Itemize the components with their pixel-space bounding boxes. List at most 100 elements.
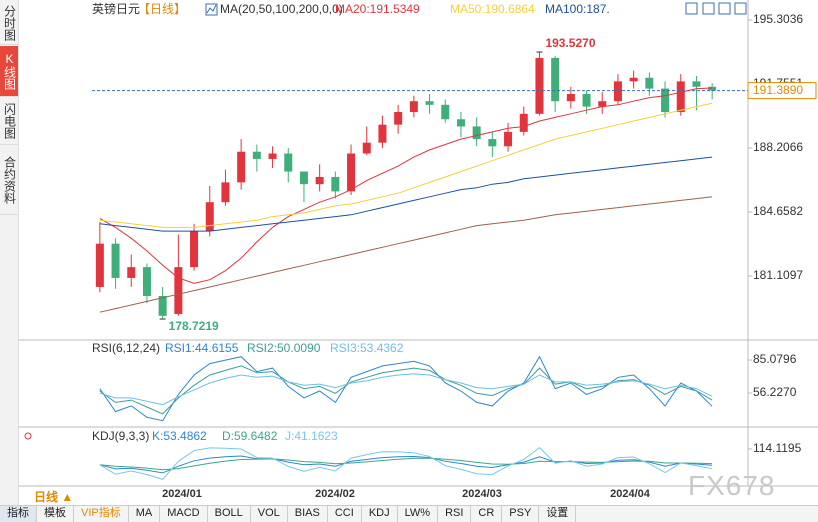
candle-body	[221, 182, 230, 203]
candle-body	[315, 176, 324, 185]
candle-body	[676, 81, 685, 113]
candle-body	[111, 243, 120, 278]
candle-body	[268, 153, 277, 159]
candle-body	[566, 93, 575, 102]
series-line	[99, 355, 713, 422]
x-tick-label: 2024/04	[610, 488, 651, 500]
series-line	[99, 446, 713, 480]
candle-body	[551, 57, 560, 102]
toolbar: 指标 模板 VIP指标 MA MACD BOLL VOL BIAS CCI KDJ LW% RSI CR…	[0, 505, 818, 522]
sidebar: 分时图 K线图 闪电图 合约资料	[0, 0, 19, 505]
icon[interactable]	[718, 2, 731, 15]
candle-body	[535, 57, 544, 114]
candle-body	[645, 77, 654, 89]
candle-body	[613, 81, 622, 102]
candle-body	[409, 101, 418, 113]
legend-entry: RSI1:44.6155	[165, 341, 239, 355]
tab[interactable]: 合约资料	[0, 146, 18, 215]
toolbar-button[interactable]: VOL	[251, 506, 288, 522]
candle-body	[362, 142, 371, 154]
candle-body	[95, 243, 104, 287]
candle-body	[299, 171, 308, 185]
annotation: 193.5270	[545, 36, 595, 50]
legend-entry: K:53.4862	[152, 429, 207, 443]
toolbar-button[interactable]: CR	[471, 506, 503, 522]
annotation: 178.7219	[169, 319, 219, 333]
toolbar-button[interactable]: BIAS	[288, 506, 328, 522]
y-tick-label: 85.0796	[753, 352, 797, 366]
candle-body	[519, 113, 528, 132]
period-label: 【日线】	[138, 2, 186, 16]
current-price-label: 191.3890	[753, 83, 803, 97]
icon[interactable]	[734, 2, 747, 15]
ma-icon[interactable]	[205, 3, 218, 16]
current-price-box	[747, 82, 817, 100]
candle-body	[472, 126, 481, 140]
toolbar-button[interactable]: PSY	[502, 506, 540, 522]
y-tick-label: 56.2270	[753, 385, 797, 399]
panel-title: KDJ(9,3,3)	[92, 429, 149, 443]
settings-icon[interactable]	[24, 432, 32, 440]
toolbar-button[interactable]: 指标	[0, 506, 37, 522]
legend-entry: MA20:191.5349	[335, 2, 420, 16]
series-line	[99, 87, 713, 284]
ma-label: MA(20,50,100,200,0,0)	[220, 2, 343, 16]
y-tick-label: 195.3036	[753, 12, 803, 26]
candle-body	[708, 86, 717, 91]
candle-body	[347, 153, 356, 192]
candle-body	[127, 267, 136, 278]
tab[interactable]: K线图	[0, 46, 18, 97]
y-tick-label: 188.2066	[753, 140, 803, 154]
series-line	[99, 457, 713, 471]
toolbar-button[interactable]: LW%	[398, 506, 439, 522]
panel-title: RSI(6,12,24)	[92, 341, 160, 355]
legend-entry: MA100:187.	[545, 2, 610, 16]
chart-title: 英镑日元	[92, 1, 140, 16]
candle-body	[174, 267, 183, 315]
series-line	[99, 196, 713, 313]
candle-body	[504, 131, 513, 147]
legend-entry: D:59.6482	[222, 429, 278, 443]
toolbar-button[interactable]: KDJ	[362, 506, 398, 522]
ma-icon	[206, 4, 217, 14]
y-tick-label: 181.1097	[753, 268, 803, 282]
x-tick-label: 2024/01	[162, 488, 202, 500]
series-line	[99, 156, 713, 232]
period-selector[interactable]: 日线 ▲	[34, 490, 74, 504]
toolbar-button[interactable]: MA	[129, 506, 161, 522]
candle-body	[252, 151, 261, 159]
chart: 英镑日元 【日线】 MA(20,50,100,200,0,0) RSI(6,12…	[19, 0, 818, 500]
candle-body	[158, 295, 167, 316]
toolbar-button[interactable]: CCI	[328, 506, 362, 522]
candle-body	[205, 202, 214, 232]
x-tick-label: 2024/02	[315, 488, 355, 500]
icon[interactable]	[685, 2, 698, 15]
icon[interactable]	[702, 2, 715, 15]
candle-body	[629, 77, 638, 82]
tab[interactable]: 闪电图	[0, 98, 18, 145]
legend-entry: RSI2:50.0090	[247, 341, 321, 355]
watermark: FX678	[688, 470, 776, 501]
series-line	[99, 365, 713, 415]
candle-body	[692, 81, 701, 87]
candle-body	[582, 93, 591, 107]
toolbar-button[interactable]: MACD	[160, 506, 208, 522]
toolbar-button[interactable]: 设置	[539, 506, 577, 522]
toolbar-button[interactable]: BOLL	[208, 506, 251, 522]
candle-body	[488, 139, 497, 147]
toolbar-button[interactable]: VIP指标	[74, 506, 129, 522]
candle-body	[190, 231, 199, 268]
tab[interactable]: 分时图	[0, 2, 18, 45]
toolbar-button[interactable]: 模板	[37, 506, 74, 522]
legend-entry: RSI3:53.4362	[330, 341, 404, 355]
candle-body	[378, 124, 387, 143]
candle-body	[237, 151, 246, 183]
candle-body	[284, 153, 293, 172]
series-line	[99, 373, 713, 406]
candle-body	[142, 267, 151, 296]
y-tick-label: 114.1195	[753, 441, 802, 455]
candle-body	[456, 119, 465, 127]
candle-body	[425, 101, 434, 105]
toolbar-button[interactable]: RSI	[438, 506, 472, 522]
